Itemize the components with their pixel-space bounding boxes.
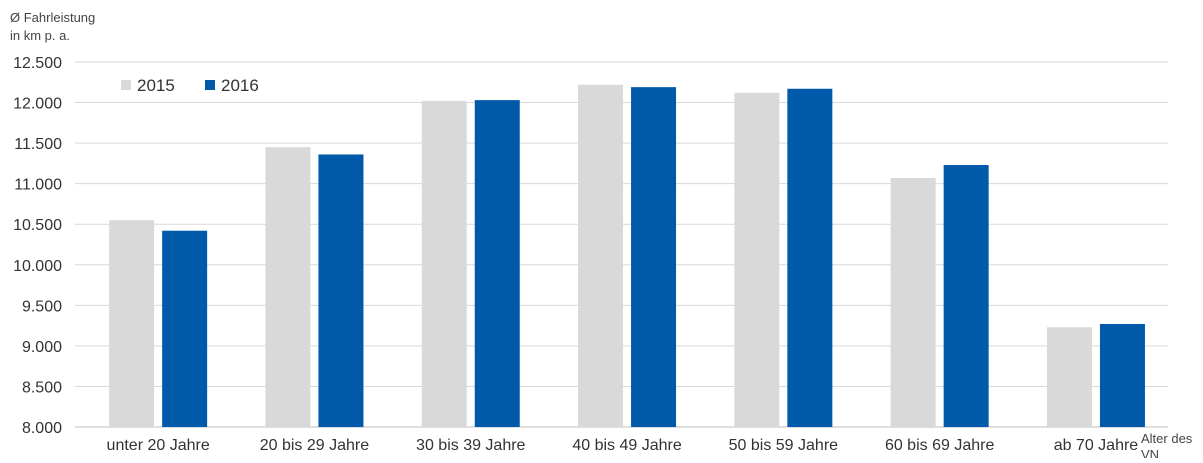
- legend-label-2015: 2015: [137, 76, 175, 95]
- x-category-label: unter 20 Jahre: [107, 437, 210, 454]
- y-tick-label: 9.500: [22, 298, 62, 315]
- y-axis-title: Ø Fahrleistung in km p. a.: [10, 10, 95, 43]
- y-tick-label: 11.000: [14, 177, 62, 194]
- x-category-label: 40 bis 49 Jahre: [572, 437, 682, 454]
- bar-2015-1: [109, 220, 155, 427]
- bar-2016-3: [474, 100, 520, 427]
- y-tick-label: 8.500: [22, 379, 62, 396]
- y-tick-label: 9.000: [22, 339, 62, 356]
- bar-2016-7: [1099, 323, 1145, 427]
- x-category-label: 60 bis 69 Jahre: [885, 437, 995, 454]
- x-axis-categories: unter 20 Jahre 20 bis 29 Jahre 30 bis 39 J…: [107, 437, 1139, 454]
- y-tick-label: 12.000: [13, 96, 62, 113]
- y-tick-label: 8.000: [22, 420, 62, 437]
- y-axis-ticks: 8.000 8.500 9.000 9.500 10.000 10.500 11.000 11…: [13, 55, 62, 437]
- x-axis-title-line-1: Alter des: [1141, 431, 1193, 446]
- y-tick-label: 11.500: [14, 136, 62, 153]
- legend-label-2016: 2016: [221, 76, 259, 95]
- bar-2015-6: [890, 177, 936, 427]
- y-axis-title-line-2: in km p. a.: [10, 28, 70, 43]
- x-category-label: 30 bis 39 Jahre: [416, 437, 526, 454]
- legend-swatch-2016: [205, 80, 215, 90]
- bar-2016-6: [943, 165, 989, 427]
- legend-swatch-2015: [121, 80, 131, 90]
- x-category-label: 20 bis 29 Jahre: [260, 437, 370, 454]
- bars: [109, 84, 1145, 428]
- bar-2015-7: [1046, 327, 1092, 427]
- bar-2015-4: [578, 84, 624, 427]
- bar-2016-5: [787, 88, 833, 428]
- x-axis-title: Alter des VN: [1141, 431, 1193, 462]
- bar-2016-1: [162, 230, 208, 427]
- bar-2016-2: [318, 154, 364, 427]
- x-category-label: ab 70 Jahre: [1054, 437, 1139, 454]
- bar-2016-4: [631, 87, 677, 428]
- bar-2015-3: [421, 100, 467, 427]
- y-tick-label: 12.500: [13, 55, 62, 72]
- y-axis-title-line-1: Ø Fahrleistung: [10, 10, 95, 25]
- bar-2015-2: [265, 147, 311, 427]
- y-tick-label: 10.500: [13, 217, 62, 234]
- bar-2015-5: [734, 92, 780, 428]
- x-category-label: 50 bis 59 Jahre: [729, 437, 839, 454]
- y-tick-label: 10.000: [13, 258, 62, 275]
- legend: 2015 2016: [121, 76, 259, 95]
- x-axis-title-line-2: VN: [1141, 447, 1159, 458]
